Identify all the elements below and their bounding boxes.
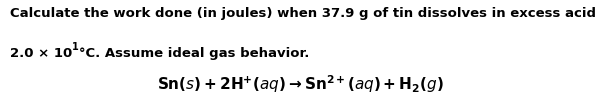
- Text: $\mathbf{Sn(\mathit{s}) + 2H^{+}(\mathit{aq}) \rightarrow Sn^{2+}(\mathit{aq}) +: $\mathbf{Sn(\mathit{s}) + 2H^{+}(\mathit…: [157, 73, 443, 95]
- Text: 2.0 × 10: 2.0 × 10: [10, 47, 72, 60]
- Text: °C. Assume ideal gas behavior.: °C. Assume ideal gas behavior.: [79, 47, 309, 60]
- Text: Calculate the work done (in joules) when 37.9 g of tin dissolves in excess acid : Calculate the work done (in joules) when…: [10, 7, 600, 20]
- Text: 1: 1: [72, 42, 79, 52]
